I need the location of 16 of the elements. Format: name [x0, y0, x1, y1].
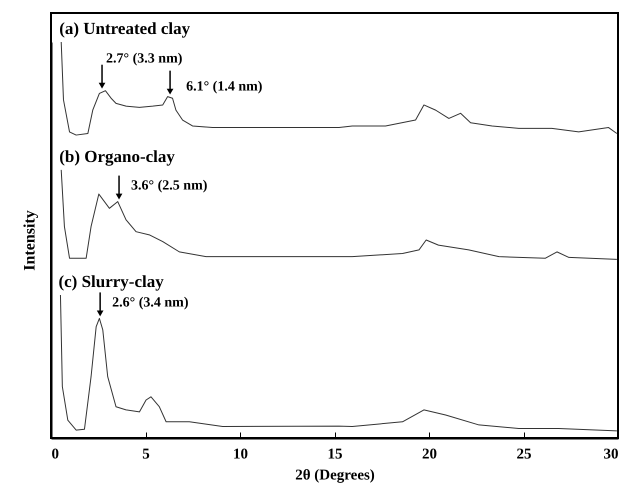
- annotation: 3.6° (2.5 nm): [131, 178, 208, 194]
- x-tick-label: 5: [142, 446, 150, 462]
- annotation: 6.1° (1.4 nm): [186, 80, 263, 95]
- x-tick-label: 25: [516, 446, 532, 462]
- x-tick-label: 30: [604, 446, 618, 462]
- x-tick-label: 0: [52, 446, 59, 462]
- series-label: (b) Organo-clay: [59, 146, 176, 166]
- x-tick-label: 20: [422, 446, 437, 462]
- series-label: (a) Untreated clay: [59, 19, 191, 38]
- x-tick-label: 15: [328, 446, 342, 462]
- y-axis-title: Intensity: [22, 210, 38, 271]
- annotation: 2.6° (3.4 nm): [112, 295, 189, 310]
- x-axis-title: 2θ (Degrees): [295, 468, 375, 484]
- x-tick-label: 10: [233, 446, 248, 462]
- annotation: 2.7° (3.3 nm): [106, 52, 183, 67]
- series-label: (c) Slurry-clay: [58, 272, 164, 292]
